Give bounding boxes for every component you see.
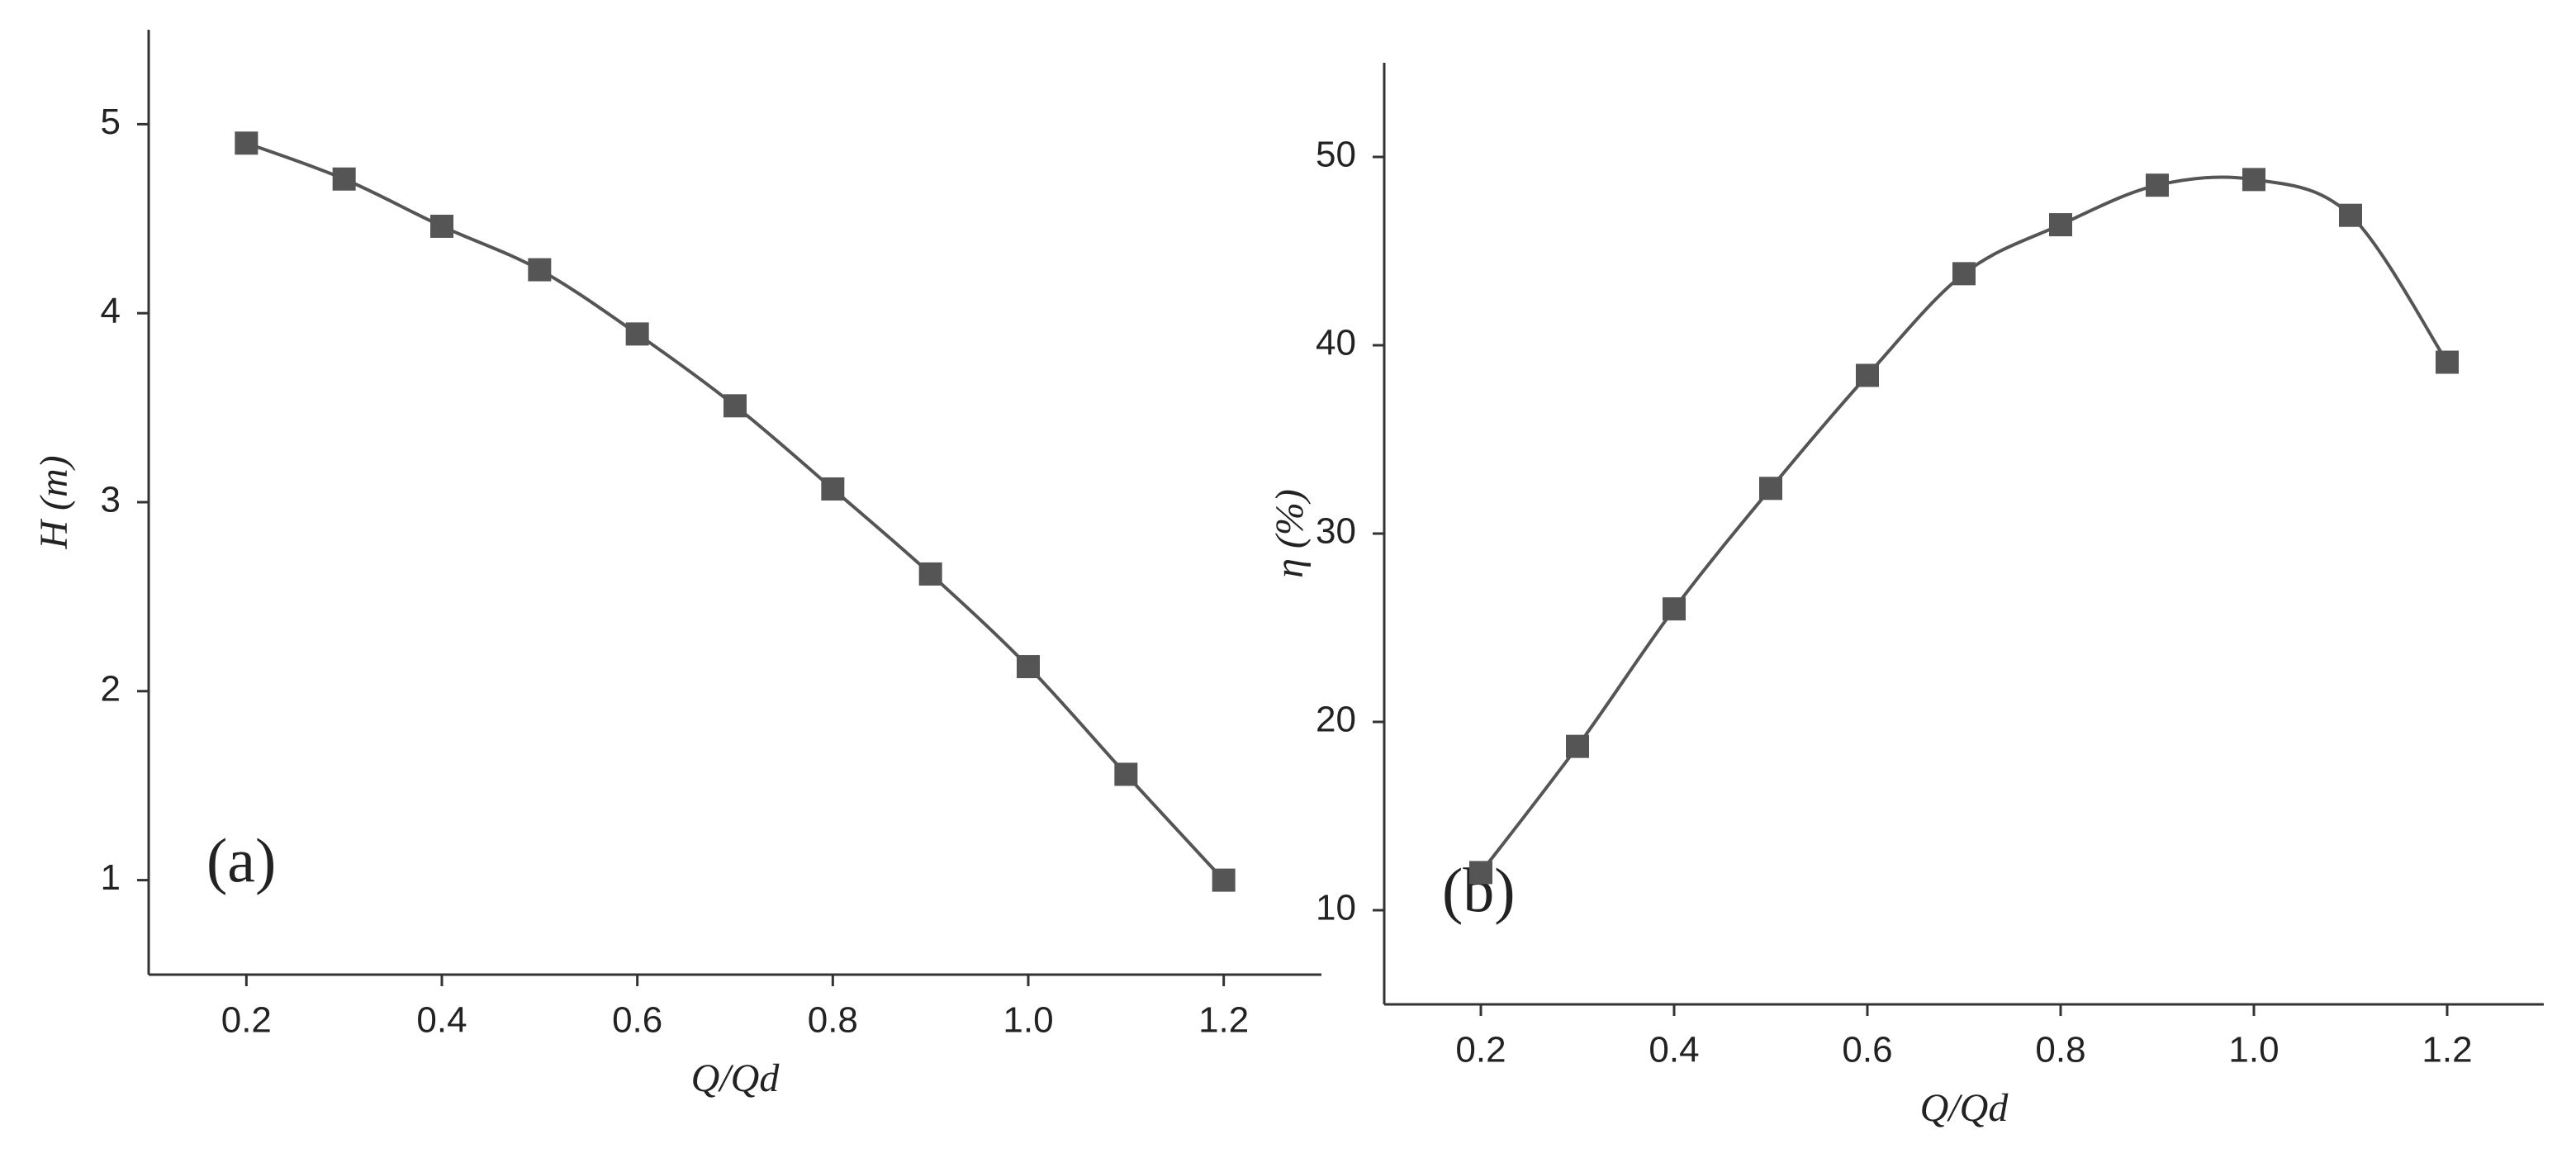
panel-label: (a) bbox=[206, 826, 276, 895]
marker bbox=[1566, 734, 1589, 758]
marker bbox=[723, 394, 747, 418]
marker bbox=[918, 562, 942, 586]
marker bbox=[1017, 655, 1040, 679]
marker bbox=[2339, 203, 2362, 227]
y-axis-title: η (%) bbox=[1268, 489, 1312, 578]
y-tick-label: 1 bbox=[101, 857, 121, 898]
marker bbox=[1469, 861, 1492, 885]
x-tick-label: 0.8 bbox=[2035, 1030, 2085, 1070]
y-tick-label: 2 bbox=[101, 668, 121, 709]
y-axis-title: H (m) bbox=[32, 455, 76, 549]
marker bbox=[1952, 262, 1976, 286]
marker bbox=[2049, 213, 2072, 237]
marker bbox=[1114, 762, 1138, 786]
x-tick-label: 0.4 bbox=[1649, 1030, 1699, 1070]
marker bbox=[332, 167, 356, 191]
x-tick-label: 0.8 bbox=[808, 1000, 858, 1041]
marker bbox=[235, 131, 259, 155]
marker bbox=[625, 322, 649, 346]
y-tick-label: 3 bbox=[101, 480, 121, 520]
marker bbox=[1212, 868, 1236, 892]
x-tick-label: 0.6 bbox=[1842, 1030, 1892, 1070]
x-tick-label: 0.4 bbox=[416, 1000, 467, 1041]
y-tick-label: 30 bbox=[1316, 511, 1356, 552]
x-axis-title: Q/Qd bbox=[1920, 1086, 2009, 1130]
y-tick-label: 40 bbox=[1316, 323, 1356, 363]
x-tick-label: 1.0 bbox=[1003, 1000, 1053, 1041]
y-tick-label: 10 bbox=[1316, 888, 1356, 928]
marker bbox=[1856, 363, 1879, 387]
x-tick-label: 1.0 bbox=[2228, 1030, 2279, 1070]
line bbox=[245, 141, 1226, 881]
y-tick-label: 20 bbox=[1316, 700, 1356, 740]
x-tick-label: 0.2 bbox=[221, 1000, 272, 1041]
marker bbox=[2242, 168, 2265, 192]
marker bbox=[1663, 597, 1686, 621]
x-tick-label: 1.2 bbox=[1198, 1000, 1249, 1041]
x-tick-label: 1.2 bbox=[2422, 1030, 2472, 1070]
marker bbox=[821, 477, 845, 501]
y-tick-label: 4 bbox=[101, 291, 121, 331]
marker bbox=[2436, 350, 2459, 374]
x-tick-label: 0.6 bbox=[612, 1000, 662, 1041]
line bbox=[1479, 175, 2449, 874]
x-axis-title: Q/Qd bbox=[691, 1056, 780, 1100]
y-tick-label: 50 bbox=[1316, 135, 1356, 175]
y-tick-label: 5 bbox=[101, 102, 121, 142]
x-tick-label: 0.2 bbox=[1455, 1030, 1506, 1070]
marker bbox=[528, 258, 552, 282]
marker bbox=[430, 214, 453, 238]
marker bbox=[2146, 173, 2169, 197]
marker bbox=[1759, 477, 1782, 501]
